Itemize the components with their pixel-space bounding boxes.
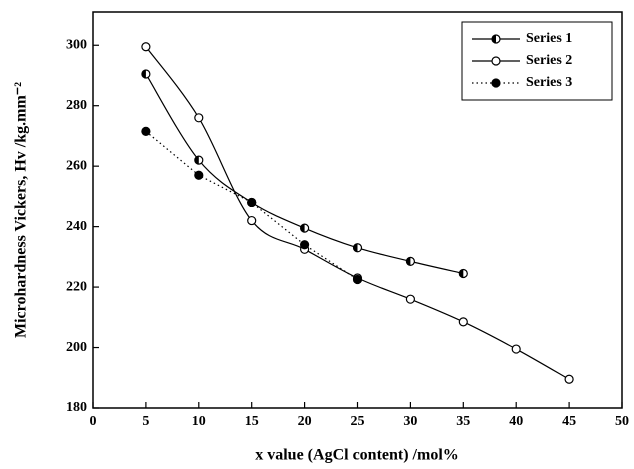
y-tick-label: 180 (66, 400, 87, 415)
x-tick-label: 45 (562, 414, 576, 429)
marker-body (141, 126, 151, 137)
data-point (405, 294, 415, 304)
data-point (458, 268, 468, 279)
data-point (194, 113, 204, 123)
legend-label: Series 3 (526, 75, 572, 90)
data-point (564, 374, 574, 384)
data-point (247, 215, 257, 226)
x-tick-label: 0 (90, 414, 97, 429)
y-tick-label: 300 (66, 37, 87, 52)
x-tick-label: 35 (456, 414, 470, 429)
y-tick-label: 200 (66, 340, 87, 355)
marker-body (491, 56, 501, 66)
data-point (300, 223, 310, 233)
data-point (194, 155, 204, 165)
marker-half (194, 156, 199, 165)
marker-body (194, 170, 204, 180)
marker-body (491, 78, 501, 88)
marker-half (492, 35, 496, 43)
data-point (511, 344, 521, 354)
marker-body (405, 294, 415, 304)
data-point (300, 240, 310, 250)
x-tick-label: 20 (298, 414, 312, 429)
y-tick-label: 280 (66, 98, 87, 113)
marker-body (194, 113, 204, 123)
y-tick-label: 220 (66, 279, 87, 294)
legend-label: Series 2 (526, 53, 572, 68)
x-axis-label: x value (AgCl content) /mol% (255, 447, 459, 464)
x-tick-label: 50 (615, 414, 629, 429)
marker-half (141, 69, 146, 78)
data-point (141, 42, 151, 52)
marker-body (352, 274, 363, 285)
marker-body (247, 197, 257, 208)
marker-body (247, 215, 257, 226)
marker-half (459, 269, 464, 278)
marker-body (141, 42, 151, 52)
legend-marker (491, 34, 501, 44)
x-tick-label: 10 (192, 414, 206, 429)
data-point (405, 256, 415, 266)
legend-label: Series 1 (526, 31, 572, 46)
y-tick-label: 260 (66, 158, 87, 173)
data-point (352, 243, 363, 253)
x-tick-label: 25 (351, 414, 365, 429)
data-point (247, 197, 257, 208)
legend: Series 1 Series 2 Series 3 (461, 21, 613, 101)
marker-half (300, 224, 305, 233)
marker-half (353, 243, 358, 252)
x-tick-label: 5 (142, 414, 149, 429)
data-point (352, 274, 363, 285)
marker-body (511, 344, 521, 354)
x-tick-label: 15 (245, 414, 259, 429)
data-point (141, 69, 151, 79)
series-line (145, 130, 358, 281)
legend-marker (491, 56, 501, 66)
data-point (194, 170, 204, 180)
y-axis-label: Microhardness Vickers, Hv /kg.mm⁻² (13, 82, 30, 338)
marker-half (406, 257, 411, 266)
x-tick-label: 30 (403, 414, 417, 429)
marker-body (458, 317, 468, 327)
legend-marker (491, 78, 501, 88)
data-point (141, 126, 151, 137)
marker-body (564, 374, 574, 384)
y-tick-label: 240 (66, 219, 87, 234)
x-tick-label: 40 (509, 414, 523, 429)
marker-body (300, 240, 310, 250)
data-point (458, 317, 468, 327)
